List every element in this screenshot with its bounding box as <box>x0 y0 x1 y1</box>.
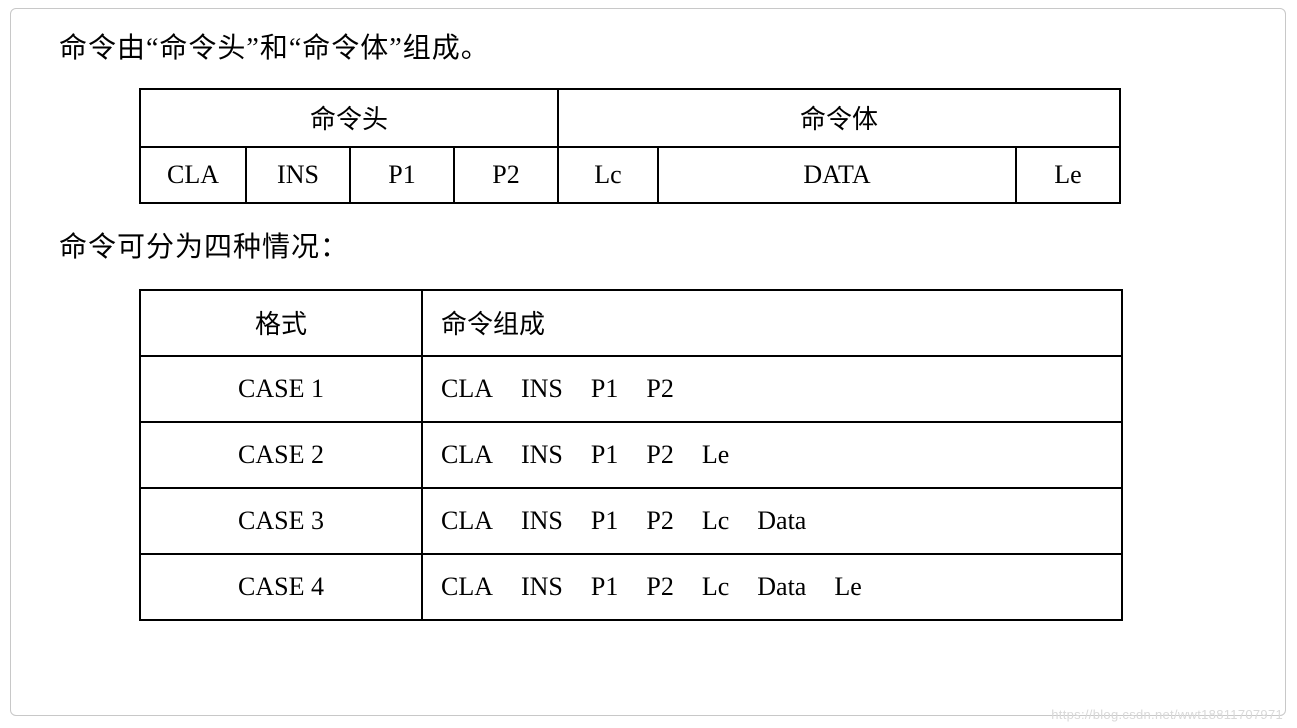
cell-cla: CLA <box>140 147 246 203</box>
table-row: CASE 4 CLAINSP1P2LcDataLe <box>140 554 1122 620</box>
cell-p2: P2 <box>454 147 558 203</box>
header-command-body: 命令体 <box>558 89 1120 147</box>
case-label: CASE 3 <box>140 488 422 554</box>
watermark-text: https://blog.csdn.net/wwt18811707971 <box>1051 707 1283 722</box>
document-frame: 命令由“命令头”和“命令体”组成。 命令头 命令体 CLA INS P1 P2 … <box>10 8 1286 716</box>
command-cases-table: 格式 命令组成 CASE 1 CLAINSP1P2 CASE 2 CLAINSP… <box>139 289 1123 621</box>
case-composition: CLAINSP1P2LcData <box>422 488 1122 554</box>
cell-le: Le <box>1016 147 1120 203</box>
case-composition: CLAINSP1P2 <box>422 356 1122 422</box>
header-command-head: 命令头 <box>140 89 558 147</box>
case-label: CASE 1 <box>140 356 422 422</box>
intro-text-2: 命令可分为四种情况： <box>59 226 1237 271</box>
intro-text-1: 命令由“命令头”和“命令体”组成。 <box>59 27 1237 72</box>
command-structure-table: 命令头 命令体 CLA INS P1 P2 Lc DATA Le <box>139 88 1121 204</box>
cases-header-format: 格式 <box>140 290 422 356</box>
cell-lc: Lc <box>558 147 658 203</box>
cell-p1: P1 <box>350 147 454 203</box>
case-label: CASE 4 <box>140 554 422 620</box>
case-composition: CLAINSP1P2LcDataLe <box>422 554 1122 620</box>
case-label: CASE 2 <box>140 422 422 488</box>
case-composition: CLAINSP1P2Le <box>422 422 1122 488</box>
cases-header-composition: 命令组成 <box>422 290 1122 356</box>
table-row: CASE 2 CLAINSP1P2Le <box>140 422 1122 488</box>
cell-ins: INS <box>246 147 350 203</box>
cell-data: DATA <box>658 147 1016 203</box>
table-row: CASE 3 CLAINSP1P2LcData <box>140 488 1122 554</box>
table-row: CASE 1 CLAINSP1P2 <box>140 356 1122 422</box>
